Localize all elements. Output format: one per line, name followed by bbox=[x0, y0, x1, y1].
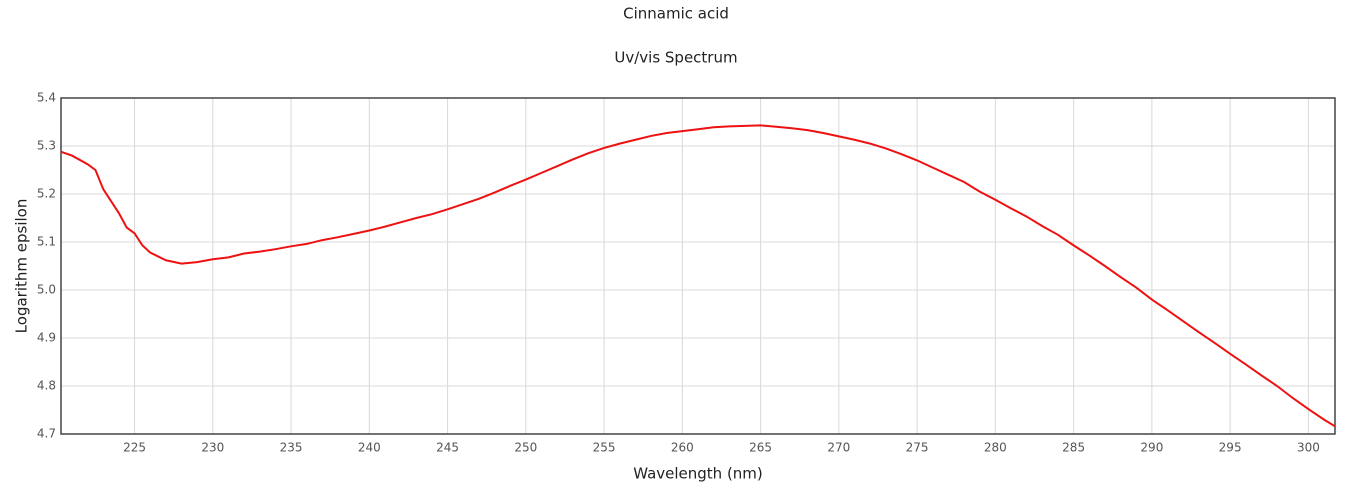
x-tick-label: 255 bbox=[593, 441, 616, 455]
x-tick-label: 230 bbox=[201, 441, 224, 455]
plot-frame bbox=[60, 97, 1336, 435]
y-tick-label: 4.7 bbox=[37, 427, 56, 441]
x-tick-label: 245 bbox=[436, 441, 459, 455]
x-tick-label: 285 bbox=[1062, 441, 1085, 455]
x-tick-label: 275 bbox=[906, 441, 929, 455]
y-tick-label: 5.3 bbox=[37, 139, 56, 153]
y-tick-label: 4.9 bbox=[37, 331, 56, 345]
y-axis-label: Logarithm epsilon bbox=[13, 199, 31, 334]
x-tick-label: 290 bbox=[1140, 441, 1163, 455]
y-tick-label: 5.2 bbox=[37, 187, 56, 201]
x-tick-label: 225 bbox=[123, 441, 146, 455]
y-tick-label: 4.8 bbox=[37, 379, 56, 393]
chart-subtitle: Uv/vis Spectrum bbox=[614, 49, 737, 67]
x-tick-label: 300 bbox=[1297, 441, 1320, 455]
chart-title: Cinnamic acid bbox=[623, 5, 729, 23]
x-tick-label: 265 bbox=[749, 441, 772, 455]
y-tick-label: 5.4 bbox=[37, 91, 56, 105]
x-tick-label: 240 bbox=[358, 441, 381, 455]
x-axis-label: Wavelength (nm) bbox=[633, 465, 763, 483]
x-tick-label: 235 bbox=[280, 441, 303, 455]
x-tick-label: 260 bbox=[671, 441, 694, 455]
x-tick-label: 295 bbox=[1219, 441, 1242, 455]
y-tick-label: 5.1 bbox=[37, 235, 56, 249]
y-tick-label: 5.0 bbox=[37, 283, 56, 297]
x-tick-label: 270 bbox=[827, 441, 850, 455]
x-tick-label: 250 bbox=[514, 441, 537, 455]
line-series bbox=[60, 124, 1336, 428]
x-tick-label: 280 bbox=[984, 441, 1007, 455]
